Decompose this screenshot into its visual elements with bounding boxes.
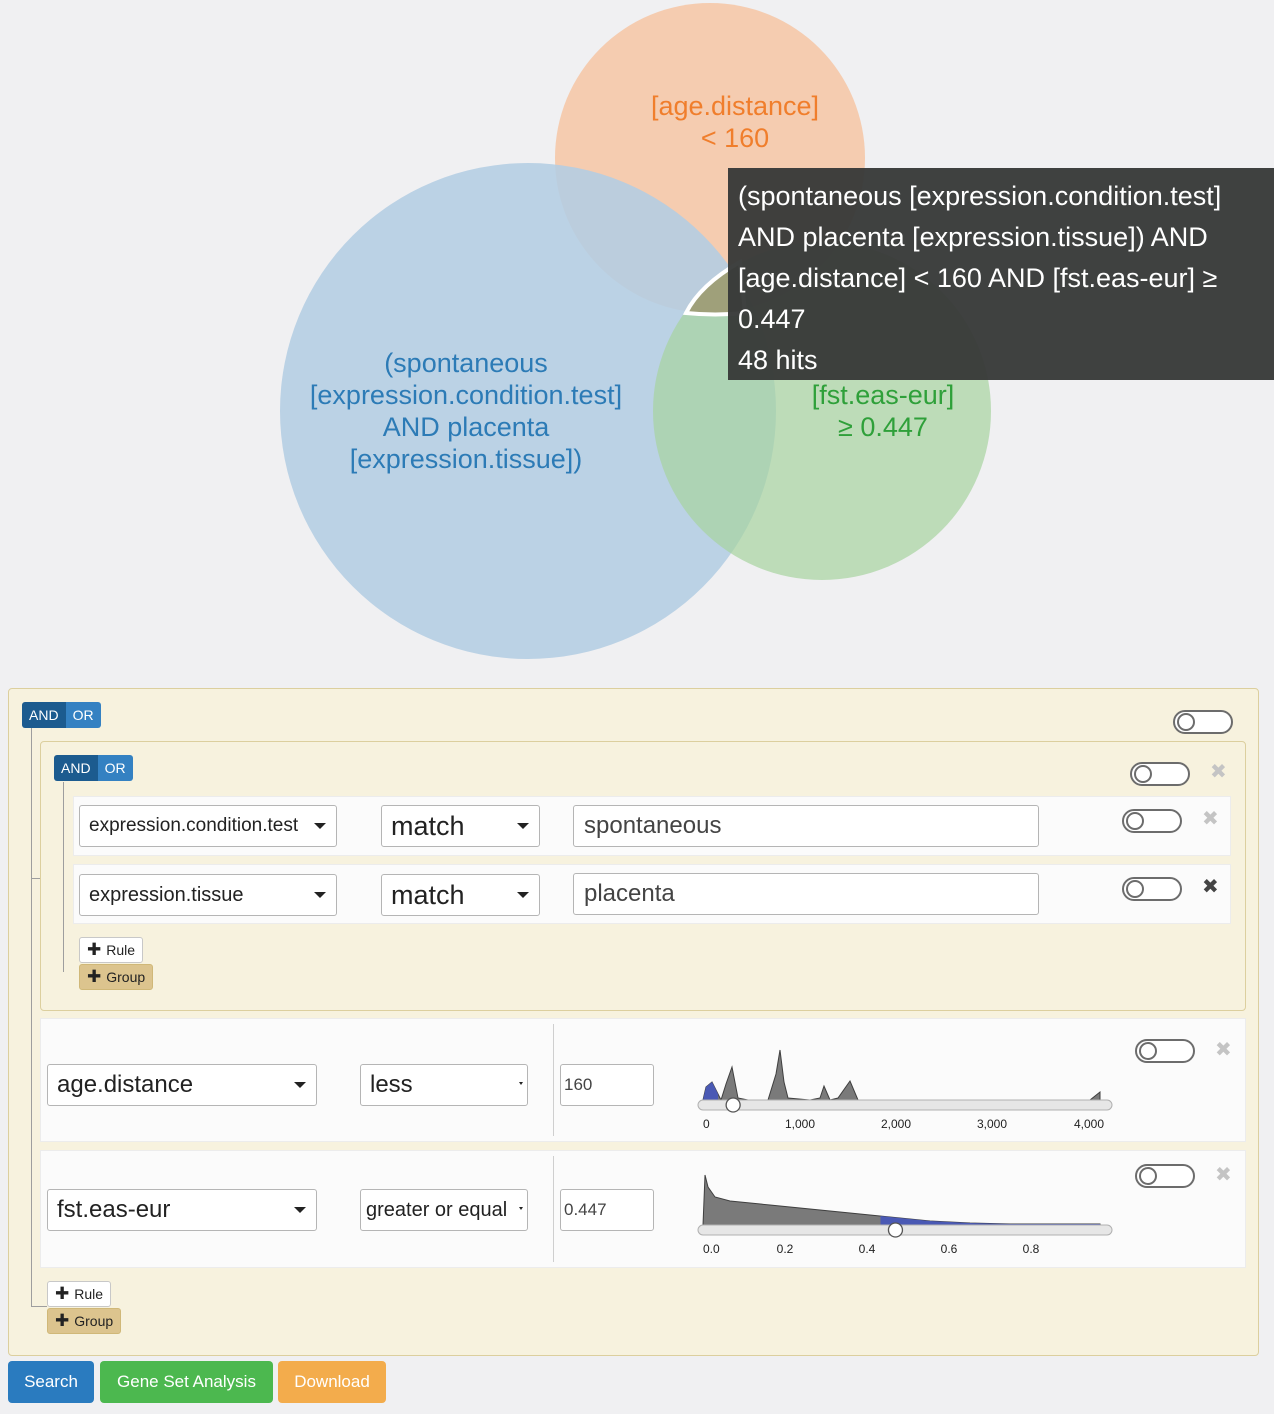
chevron-down-icon <box>294 1082 306 1088</box>
delete-group-icon[interactable]: ✖ <box>1210 761 1227 783</box>
inner-condition-toggle[interactable]: AND OR <box>54 755 133 781</box>
delete-rule-icon[interactable]: ✖ <box>1202 808 1219 830</box>
chevron-down-icon <box>517 892 529 898</box>
and-button[interactable]: AND <box>54 755 98 781</box>
value-input[interactable]: spontaneous <box>573 805 1039 847</box>
axis-tick-label: 4,000 <box>1074 1117 1104 1131</box>
chevron-down-icon <box>314 892 326 898</box>
axis-tick-label: 0.2 <box>777 1242 794 1256</box>
slider-handle[interactable] <box>887 1222 904 1238</box>
value-input[interactable]: 0.447 <box>560 1189 654 1231</box>
axis-tick-label: 3,000 <box>977 1117 1007 1131</box>
slider-track <box>697 1099 1113 1111</box>
rule-switch[interactable] <box>1135 1164 1195 1188</box>
add-group-button[interactable]: ✚ Group <box>47 1308 122 1334</box>
inner-group-switch[interactable] <box>1130 762 1190 786</box>
and-button[interactable]: AND <box>22 702 66 728</box>
delete-rule-icon[interactable]: ✖ <box>1202 876 1219 898</box>
histogram-area <box>702 1174 1101 1226</box>
operator-select[interactable]: greater or equal <box>360 1189 528 1231</box>
outer-group-switch[interactable] <box>1173 710 1233 734</box>
histogram-selected-area <box>880 1216 1100 1225</box>
search-button[interactable]: Search <box>8 1361 94 1403</box>
operator-select[interactable]: less <box>360 1064 528 1106</box>
download-button[interactable]: Download <box>278 1361 386 1403</box>
venn-label-expression: (spontaneous [expression.condition.test] … <box>309 348 623 474</box>
delete-rule-icon[interactable]: ✖ <box>1215 1164 1232 1186</box>
field-select[interactable]: expression.tissue <box>79 874 337 916</box>
venn-label-age-distance: [age.distance] < 160 <box>650 91 820 153</box>
axis-tick-label: 1,000 <box>785 1117 815 1131</box>
chevron-down-icon <box>519 1082 523 1085</box>
fst-histogram: 0.0 0.2 0.4 0.6 0.8 <box>697 1174 1113 1256</box>
axis-tick-label: 2,000 <box>881 1117 911 1131</box>
tooltip-hit-count: 48 hits <box>738 345 818 375</box>
divider <box>553 1156 554 1262</box>
divider <box>553 1024 554 1136</box>
chevron-down-icon <box>519 1207 523 1210</box>
histogram-area <box>702 1049 1101 1102</box>
add-rule-button[interactable]: ✚ Rule <box>79 937 144 963</box>
delete-rule-icon[interactable]: ✖ <box>1215 1039 1232 1061</box>
axis-tick-label: 0.8 <box>1023 1242 1040 1256</box>
histogram-selected-area <box>703 1082 719 1100</box>
tree-line-outer <box>31 728 32 1306</box>
operator-select[interactable]: match <box>381 874 540 916</box>
rule-switch[interactable] <box>1122 809 1182 833</box>
plus-icon: ✚ <box>87 940 102 959</box>
field-select[interactable]: expression.condition.test <box>79 805 337 847</box>
axis-tick-label: 0 <box>703 1117 710 1131</box>
plus-icon: ✚ <box>87 967 102 986</box>
rule-switch[interactable] <box>1122 877 1182 901</box>
age-distance-histogram: 0 1,000 2,000 3,000 4,000 <box>697 1049 1113 1131</box>
value-input[interactable]: 160 <box>560 1064 654 1106</box>
field-select[interactable]: age.distance <box>47 1064 317 1106</box>
slider-track <box>697 1224 1113 1236</box>
plus-icon: ✚ <box>55 1311 70 1330</box>
add-group-button[interactable]: ✚ Group <box>79 964 154 990</box>
or-button[interactable]: OR <box>65 702 101 728</box>
field-select[interactable]: fst.eas-eur <box>47 1189 317 1231</box>
chevron-down-icon <box>314 823 326 829</box>
or-button[interactable]: OR <box>97 755 133 781</box>
operator-select[interactable]: match <box>381 805 540 847</box>
gene-set-analysis-button[interactable]: Gene Set Analysis <box>100 1361 273 1403</box>
axis-tick-label: 0.4 <box>859 1242 876 1256</box>
venn-label-fst: [fst.eas-eur] ≥ 0.447 <box>811 380 955 442</box>
tree-branch <box>31 1306 47 1307</box>
axis-tick-label: 0.6 <box>941 1242 958 1256</box>
outer-condition-toggle[interactable]: AND OR <box>22 702 101 728</box>
chevron-down-icon <box>294 1207 306 1213</box>
tree-branch <box>31 878 40 879</box>
plus-icon: ✚ <box>55 1284 70 1303</box>
value-input[interactable]: placenta <box>573 873 1039 915</box>
add-rule-button[interactable]: ✚ Rule <box>47 1281 112 1307</box>
chevron-down-icon <box>517 823 529 829</box>
axis-tick-label: 0.0 <box>703 1242 720 1256</box>
venn-circle-expression[interactable] <box>280 163 776 659</box>
slider-handle[interactable] <box>725 1097 741 1113</box>
rule-switch[interactable] <box>1135 1039 1195 1063</box>
tree-line-inner <box>63 782 64 972</box>
venn-tooltip: (spontaneous [expression.condition.test]… <box>728 168 1274 380</box>
